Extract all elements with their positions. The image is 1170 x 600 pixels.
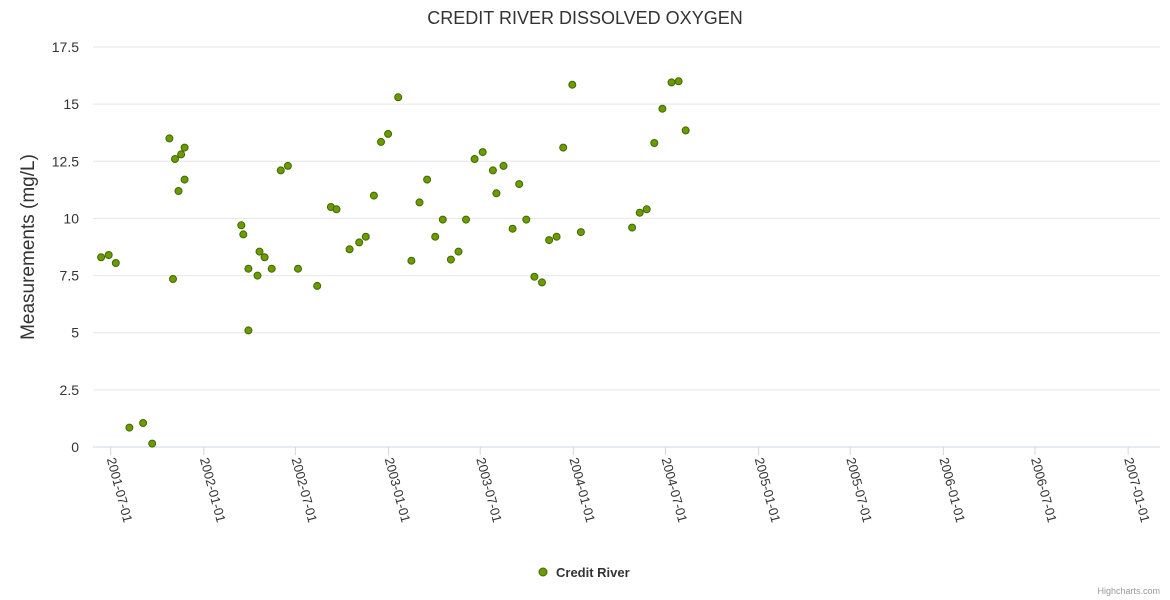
- data-point[interactable]: [446, 255, 455, 264]
- data-point[interactable]: [545, 236, 554, 245]
- data-point[interactable]: [355, 238, 364, 247]
- data-point[interactable]: [260, 253, 269, 262]
- y-tick-label: 12.5: [52, 153, 79, 169]
- y-axis-label: Measurements (mg/L): [18, 154, 39, 340]
- data-point[interactable]: [171, 155, 179, 163]
- data-point[interactable]: [454, 247, 463, 256]
- data-point[interactable]: [125, 423, 134, 432]
- data-point[interactable]: [438, 215, 447, 224]
- data-point[interactable]: [628, 223, 637, 232]
- data-point[interactable]: [255, 247, 264, 256]
- data-point[interactable]: [499, 161, 508, 170]
- data-point[interactable]: [470, 155, 479, 163]
- data-point[interactable]: [283, 161, 292, 170]
- data-point[interactable]: [180, 143, 189, 152]
- data-point[interactable]: [508, 224, 517, 233]
- data-point[interactable]: [642, 205, 651, 214]
- data-point[interactable]: [415, 198, 424, 207]
- legend-label-credit-river[interactable]: Credit River: [556, 565, 630, 580]
- data-point[interactable]: [377, 137, 385, 146]
- data-point[interactable]: [313, 281, 322, 290]
- data-point[interactable]: [345, 245, 354, 254]
- data-point[interactable]: [530, 272, 539, 281]
- data-point[interactable]: [478, 148, 487, 157]
- legend[interactable]: Credit River: [538, 565, 630, 580]
- legend-marker: [538, 567, 548, 577]
- data-point[interactable]: [538, 278, 546, 287]
- data-point[interactable]: [658, 104, 667, 113]
- data-point[interactable]: [568, 80, 577, 89]
- series-credit-river[interactable]: [97, 77, 690, 448]
- data-point[interactable]: [180, 175, 189, 184]
- data-point[interactable]: [559, 143, 568, 152]
- data-point[interactable]: [139, 419, 148, 427]
- credits-link[interactable]: Highcharts.com: [1097, 586, 1160, 596]
- y-axis-ticks: 0 2.5 5 7.5 10 12.5 15 17.5: [52, 39, 79, 455]
- data-point[interactable]: [431, 232, 440, 241]
- data-point[interactable]: [104, 251, 113, 259]
- data-point[interactable]: [244, 264, 253, 273]
- y-tick-label: 15: [63, 96, 79, 112]
- data-point[interactable]: [253, 271, 262, 280]
- data-point[interactable]: [237, 221, 246, 230]
- data-point[interactable]: [276, 166, 285, 175]
- data-point[interactable]: [239, 230, 248, 239]
- data-point[interactable]: [492, 189, 501, 198]
- data-point[interactable]: [169, 275, 177, 283]
- data-point[interactable]: [681, 126, 690, 135]
- data-point[interactable]: [97, 253, 106, 262]
- y-tick-label: 10: [63, 210, 79, 226]
- data-point[interactable]: [394, 93, 403, 102]
- data-point[interactable]: [111, 259, 120, 267]
- data-point[interactable]: [423, 175, 432, 184]
- data-point[interactable]: [407, 256, 416, 265]
- data-point[interactable]: [552, 232, 561, 241]
- data-point[interactable]: [174, 187, 183, 195]
- y-tick-label: 2.5: [60, 382, 80, 398]
- data-point[interactable]: [267, 264, 276, 273]
- y-tick-label: 0: [71, 439, 79, 455]
- data-point[interactable]: [294, 264, 302, 273]
- data-point[interactable]: [148, 439, 157, 448]
- data-point[interactable]: [635, 208, 644, 217]
- y-tick-label: 5: [71, 325, 79, 341]
- data-point[interactable]: [384, 129, 393, 138]
- data-point[interactable]: [522, 215, 531, 224]
- data-point[interactable]: [369, 191, 378, 200]
- data-point[interactable]: [361, 232, 370, 241]
- y-tick-label: 7.5: [60, 268, 80, 284]
- data-point[interactable]: [515, 180, 524, 189]
- data-point[interactable]: [177, 150, 186, 159]
- data-point[interactable]: [244, 326, 253, 335]
- y-tick-label: 17.5: [52, 39, 79, 55]
- data-point[interactable]: [650, 139, 659, 147]
- data-point[interactable]: [332, 205, 341, 214]
- data-point[interactable]: [667, 78, 676, 87]
- chart-title: CREDIT RIVER DISSOLVED OXYGEN: [427, 8, 742, 28]
- grid-lines: [93, 46, 1160, 391]
- data-point[interactable]: [674, 77, 683, 86]
- data-point[interactable]: [165, 134, 174, 143]
- data-point[interactable]: [462, 215, 470, 224]
- data-point[interactable]: [576, 228, 585, 237]
- data-point[interactable]: [488, 166, 497, 175]
